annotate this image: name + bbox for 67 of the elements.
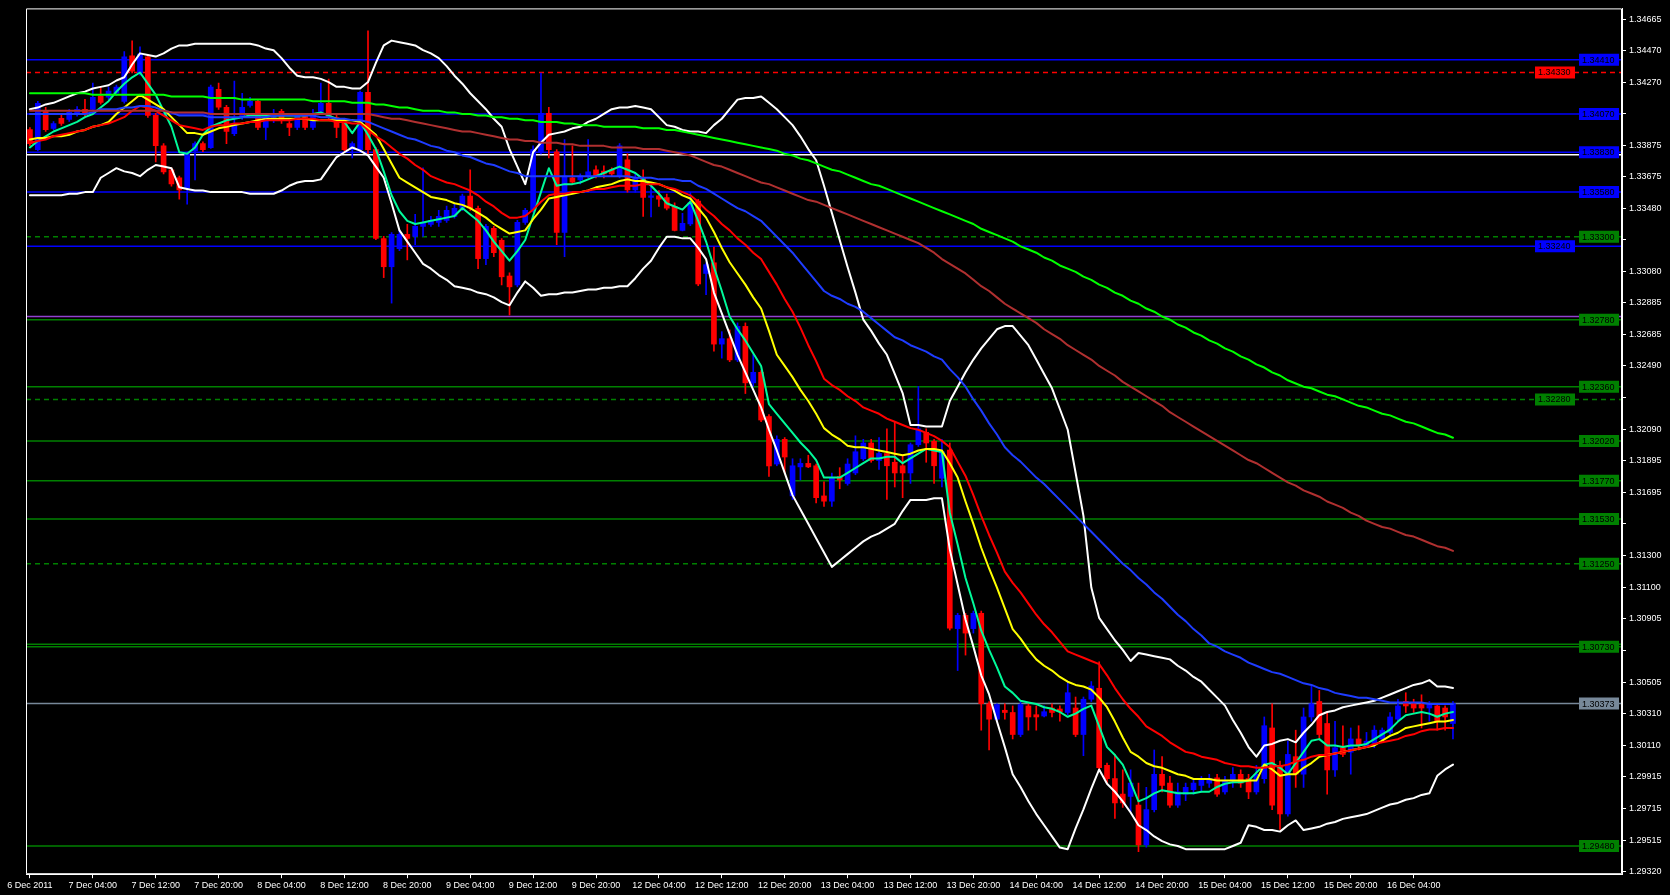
y-tick-label: 1.31300 — [1629, 550, 1662, 561]
y-tick-label: 1.31100 — [1629, 582, 1661, 593]
ref-line-label: 1.33300 — [1582, 231, 1615, 242]
candlestick — [1033, 705, 1040, 731]
x-tick-label: 12 Dec 12:00 — [695, 880, 749, 891]
x-tick-label: 8 Dec 04:00 — [257, 880, 306, 891]
ref-line-label: 1.34070 — [1582, 108, 1615, 119]
ref-line-label: 1.34410 — [1582, 54, 1615, 65]
x-tick-label: 9 Dec 20:00 — [571, 880, 621, 891]
y-tick-label: 1.32490 — [1629, 360, 1662, 371]
x-tick-label: 9 Dec 12:00 — [508, 880, 558, 891]
x-tick-label: 7 Dec 04:00 — [68, 880, 118, 891]
y-tick-label: 1.29915 — [1629, 771, 1662, 782]
y-tick-label: 1.33675 — [1629, 171, 1662, 182]
ref-line-label: 1.33240 — [1538, 241, 1571, 252]
ref-line-label: 1.31250 — [1582, 558, 1615, 569]
x-tick-label: 8 Dec 20:00 — [383, 880, 432, 891]
x-tick-label: 14 Dec 12:00 — [1072, 880, 1126, 891]
x-tick-label: 15 Dec 20:00 — [1323, 880, 1378, 891]
x-tick-label: 12 Dec 20:00 — [757, 880, 812, 891]
x-tick-label: 15 Dec 12:00 — [1261, 880, 1315, 891]
x-tick-label: 16 Dec 04:00 — [1386, 880, 1441, 891]
y-tick-label: 1.30110 — [1629, 739, 1661, 750]
candlestick — [821, 481, 827, 507]
ref-line-label: 1.32280 — [1538, 394, 1571, 405]
y-tick-label: 1.34270 — [1629, 76, 1662, 87]
y-tick-label: 1.32885 — [1629, 297, 1662, 308]
y-tick-label: 1.32090 — [1629, 424, 1662, 435]
ref-line-label: 1.32360 — [1582, 381, 1615, 392]
y-tick-label: 1.29715 — [1629, 802, 1662, 813]
x-tick-label: 13 Dec 04:00 — [820, 880, 875, 891]
ref-line-label: 1.29480 — [1582, 840, 1615, 851]
y-tick-label: 1.30905 — [1629, 613, 1662, 624]
y-tick-label: 1.31895 — [1629, 455, 1662, 466]
y-tick-label: 1.30505 — [1629, 676, 1662, 687]
y-tick-label: 1.32685 — [1629, 329, 1662, 340]
ref-line-label: 1.30730 — [1582, 641, 1615, 652]
x-tick-label: 13 Dec 20:00 — [946, 880, 1001, 891]
y-tick-label: 1.34665 — [1629, 13, 1662, 24]
ref-line-label: 1.34330 — [1538, 67, 1571, 78]
x-tick-label: 7 Dec 12:00 — [131, 880, 180, 891]
ref-line-label: 1.30373 — [1582, 698, 1615, 709]
x-tick-label: 14 Dec 20:00 — [1135, 880, 1189, 891]
ref-line-label: 1.32780 — [1582, 314, 1615, 325]
y-tick-label: 1.33480 — [1629, 202, 1662, 213]
y-tick-label: 1.29515 — [1629, 834, 1662, 845]
x-tick-label: 13 Dec 12:00 — [883, 880, 938, 891]
candlestick — [1002, 703, 1008, 720]
x-tick-label: 7 Dec 20:00 — [194, 880, 243, 891]
y-tick-label: 1.34470 — [1629, 44, 1662, 55]
y-tick-label: 1.31695 — [1629, 487, 1662, 498]
y-tick-label: 1.33875 — [1629, 139, 1662, 150]
ref-line-label: 1.33580 — [1582, 187, 1615, 198]
ref-line-label: 1.31530 — [1582, 514, 1615, 525]
ref-line-label: 1.33830 — [1582, 147, 1615, 158]
x-tick-label: 15 Dec 04:00 — [1198, 880, 1252, 891]
y-tick-label: 1.29320 — [1629, 865, 1662, 876]
ref-line-label: 1.31770 — [1582, 475, 1615, 486]
x-tick-label: 14 Dec 04:00 — [1009, 880, 1064, 891]
x-tick-label: 6 Dec 2011 — [7, 880, 53, 891]
x-tick-label: 8 Dec 12:00 — [320, 880, 369, 891]
y-tick-label: 1.33080 — [1629, 266, 1662, 277]
y-tick-label: 1.30310 — [1629, 708, 1662, 719]
candlestick — [718, 331, 725, 359]
ref-line-label: 1.32020 — [1582, 435, 1615, 446]
x-tick-label: 12 Dec 04:00 — [632, 880, 686, 891]
x-tick-label: 9 Dec 04:00 — [445, 880, 495, 891]
